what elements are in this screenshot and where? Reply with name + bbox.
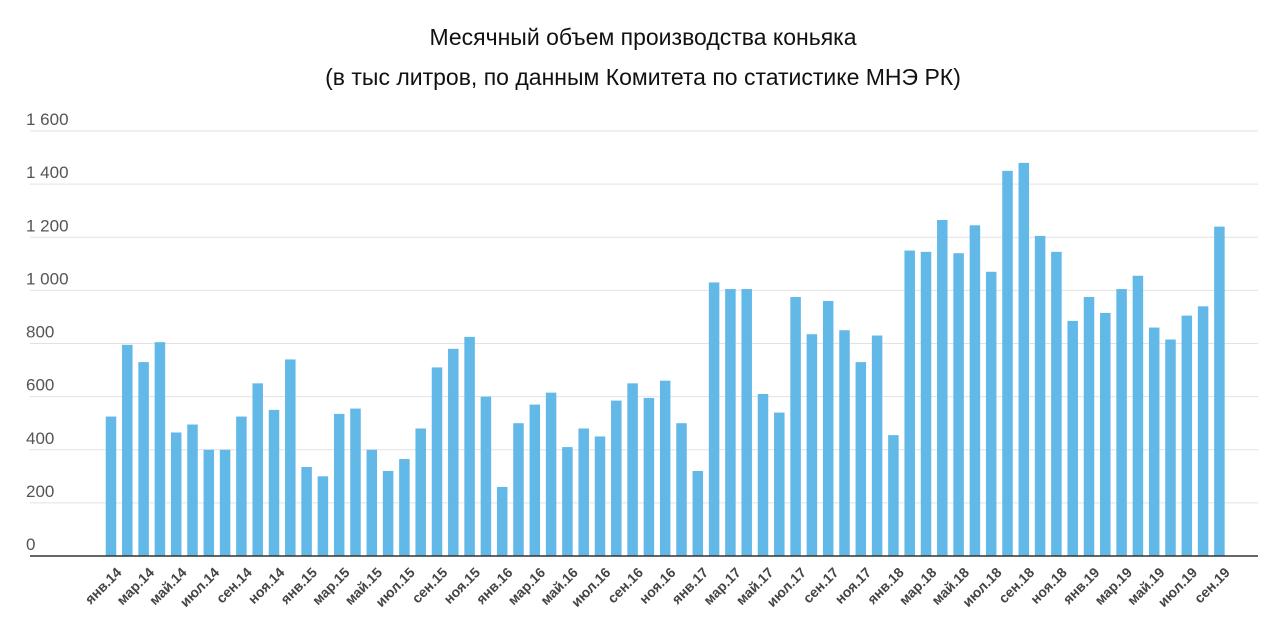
- bar: [399, 459, 410, 556]
- bar: [790, 297, 801, 556]
- y-axis-ticks: 0 200 400 600 800 1 000 1 200 1 400 1 600: [26, 110, 69, 554]
- y-tick-label: 200: [26, 482, 54, 501]
- bar: [839, 330, 850, 556]
- bar: [203, 449, 215, 556]
- x-tick-label: сен.19: [1191, 564, 1233, 606]
- bar: [219, 449, 231, 556]
- bar: [643, 397, 655, 556]
- bar: [382, 471, 394, 556]
- bar: [1100, 312, 1111, 556]
- bar: [350, 408, 361, 556]
- bar: [448, 348, 459, 556]
- bar: [513, 423, 524, 556]
- bar: [562, 447, 573, 556]
- bar: [611, 400, 622, 556]
- bar: [708, 282, 720, 556]
- bar: [480, 396, 492, 557]
- bar: [1214, 226, 1225, 557]
- bar: [285, 359, 296, 556]
- bar: [871, 335, 883, 556]
- y-tick-label: 600: [26, 376, 54, 395]
- bar: [806, 334, 818, 556]
- bar: [187, 424, 198, 556]
- bar: [1116, 289, 1127, 556]
- bar: [822, 301, 834, 556]
- bar: [741, 289, 752, 556]
- y-tick-label: 1 600: [26, 110, 69, 129]
- bar: [1165, 339, 1176, 556]
- bar: [170, 432, 182, 556]
- bar: [985, 271, 997, 556]
- chart-title: Месячный объем производства коньяка: [429, 24, 857, 50]
- bar: [431, 367, 443, 556]
- bar: [627, 383, 638, 556]
- bar: [529, 404, 541, 556]
- bar: [236, 416, 247, 556]
- bar: [725, 289, 736, 556]
- bar: [545, 392, 557, 556]
- bar: [333, 413, 345, 556]
- y-tick-label: 0: [26, 535, 35, 554]
- bar: [1083, 297, 1095, 556]
- chart-subtitle: (в тыс литров, по данным Комитета по ста…: [325, 64, 961, 90]
- bar: [252, 383, 263, 556]
- bar: [268, 409, 280, 556]
- bar: [888, 435, 899, 556]
- bar: [301, 467, 312, 556]
- bar: [920, 251, 932, 557]
- y-tick-label: 800: [26, 323, 54, 342]
- x-axis-ticks: янв.14мар.14май.14июл.14сен.14ноя.14янв.…: [82, 564, 1233, 610]
- bar: [496, 486, 508, 556]
- bar: [1051, 251, 1062, 557]
- bar: [969, 225, 981, 557]
- bar: [1132, 275, 1144, 556]
- bar: [154, 342, 166, 556]
- bar: [692, 471, 704, 556]
- bar: [774, 412, 785, 556]
- bar: [757, 393, 769, 556]
- bar: [676, 423, 687, 556]
- bar: [594, 436, 606, 556]
- bar: [1067, 320, 1078, 556]
- bar: [1148, 327, 1160, 556]
- bar: [1018, 162, 1030, 557]
- bar: [937, 219, 948, 557]
- bar: [122, 344, 133, 556]
- bar: [1181, 315, 1193, 556]
- bar: [464, 336, 475, 556]
- bar: [953, 253, 964, 556]
- y-tick-label: 1 200: [26, 216, 69, 235]
- y-tick-label: 400: [26, 429, 54, 448]
- bar: [317, 476, 329, 556]
- y-tick-label: 1 000: [26, 269, 69, 288]
- bar: [1197, 306, 1209, 556]
- y-tick-label: 1 400: [26, 163, 69, 182]
- bar: [105, 416, 117, 556]
- bar: [415, 428, 426, 556]
- bar: [1034, 235, 1046, 557]
- bar: [904, 250, 915, 556]
- bar: [855, 362, 867, 556]
- bar: [138, 362, 149, 556]
- bar: [366, 449, 378, 556]
- bars: [105, 162, 1225, 557]
- bar: [659, 380, 671, 556]
- bar: [578, 428, 589, 556]
- bar: [1002, 170, 1013, 556]
